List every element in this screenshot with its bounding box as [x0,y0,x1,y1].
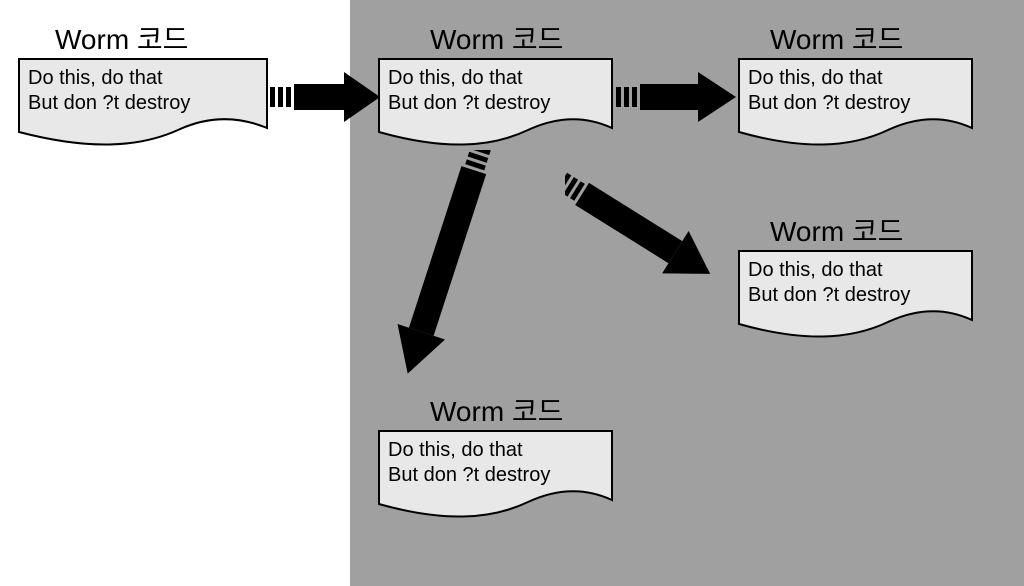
code-note: Do this, do that But don ?t destroy [378,58,613,153]
code-note: Do this, do that But don ?t destroy [18,58,268,153]
code-note: Do this, do that But don ?t destroy [378,430,613,525]
arrow [270,72,380,122]
note-text: Do this, do that But don ?t destroy [748,258,910,308]
arrow-icon [270,72,380,122]
note-text: Do this, do that But don ?t destroy [388,438,550,488]
arrow [565,150,765,290]
code-note: Do this, do that But don ?t destroy [738,250,973,345]
node-title: Worm 코드 [430,390,563,430]
note-text: Do this, do that But don ?t destroy [388,66,550,116]
arrow-icon [395,150,555,410]
code-note: Do this, do that But don ?t destroy [738,58,973,153]
note-text: Do this, do that But don ?t destroy [748,66,910,116]
node-title: Worm 코드 [55,18,188,58]
node-title: Worm 코드 [770,210,903,250]
arrow-icon [616,72,736,122]
arrow [395,150,555,410]
note-text: Do this, do that But don ?t destroy [28,66,190,116]
diagram-stage: Worm 코드 Do this, do that But don ?t dest… [0,0,1024,586]
arrow-icon [565,150,765,290]
arrow [616,72,736,122]
node-title: Worm 코드 [770,18,903,58]
node-title: Worm 코드 [430,18,563,58]
